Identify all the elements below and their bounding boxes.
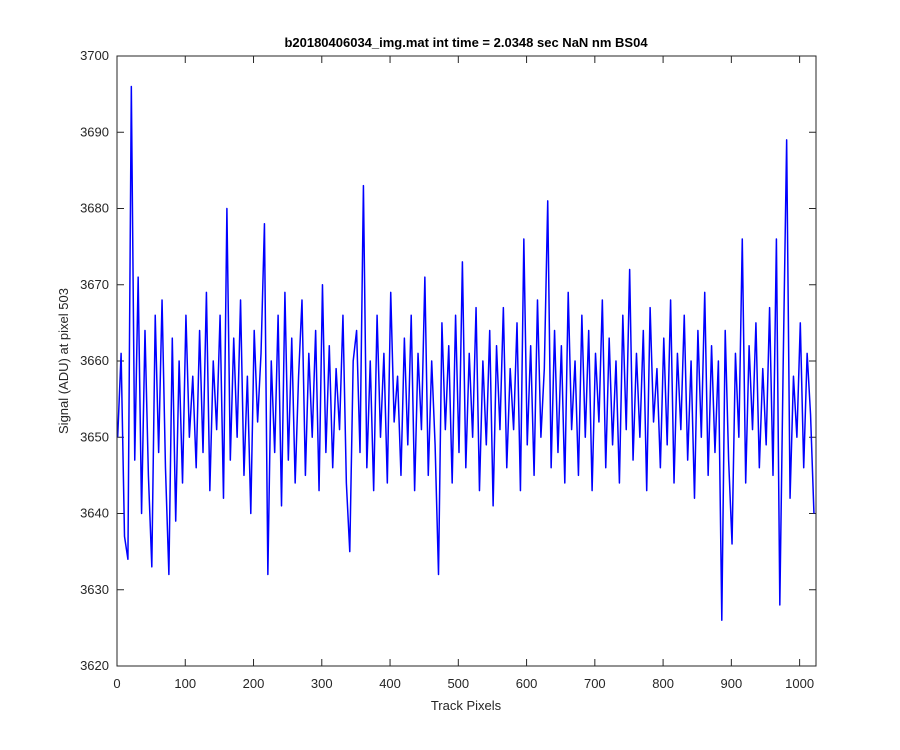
x-tick-label: 0 — [113, 676, 120, 691]
y-tick-label: 3660 — [80, 353, 109, 368]
plot-frame — [116, 55, 817, 667]
x-tick-label: 900 — [721, 676, 743, 691]
x-tick-label: 1000 — [785, 676, 814, 691]
y-tick-label: 3680 — [80, 201, 109, 216]
x-tick-label: 300 — [311, 676, 333, 691]
x-tick-label: 700 — [584, 676, 606, 691]
x-axis-label: Track Pixels — [431, 698, 502, 713]
y-tick-label: 3700 — [80, 48, 109, 63]
y-tick-label: 3640 — [80, 506, 109, 521]
y-tick-label: 3670 — [80, 277, 109, 292]
x-tick-label: 600 — [516, 676, 538, 691]
x-tick-label: 400 — [379, 676, 401, 691]
y-tick-label: 3630 — [80, 582, 109, 597]
chart-title: b20180406034_img.mat int time = 2.0348 s… — [284, 35, 648, 50]
data-line — [116, 85, 815, 621]
x-tick-label: 800 — [652, 676, 674, 691]
x-tick-label: 200 — [243, 676, 265, 691]
y-tick-label: 3650 — [80, 429, 109, 444]
x-tick-label: 100 — [174, 676, 196, 691]
x-tick-label: 500 — [447, 676, 469, 691]
y-tick-label: 3690 — [80, 124, 109, 139]
y-axis-label: Signal (ADU) at pixel 503 — [56, 288, 71, 434]
y-tick-label: 3620 — [80, 658, 109, 673]
